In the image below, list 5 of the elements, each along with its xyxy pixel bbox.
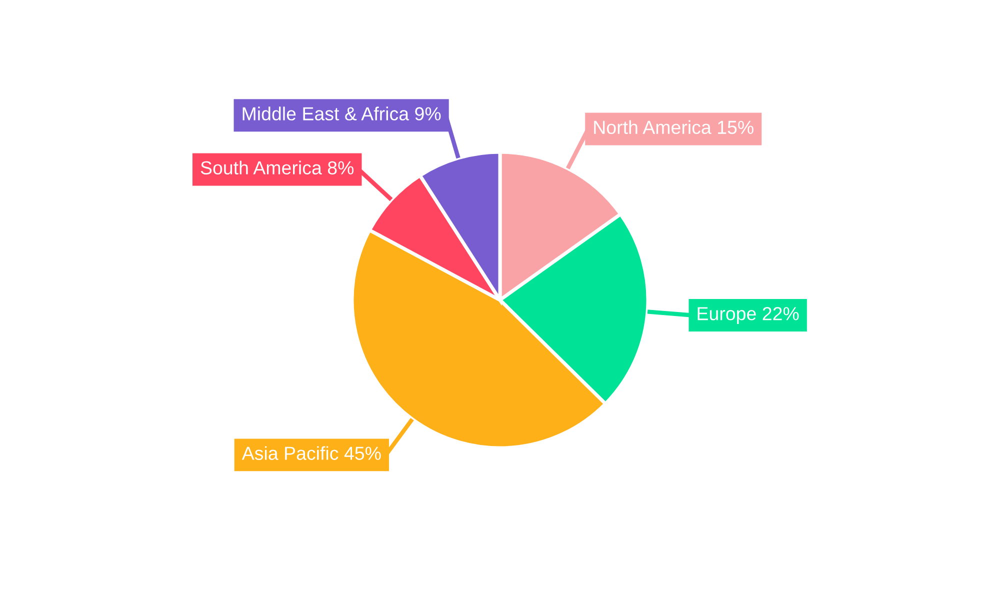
slice-label: Asia Pacific 45% xyxy=(242,446,381,460)
slice-label: Middle East & Africa 9% xyxy=(242,106,441,120)
slice-label: South America 8% xyxy=(200,160,354,174)
slice-label: North America 15% xyxy=(594,120,754,134)
slice-label: Europe 22% xyxy=(698,307,799,324)
